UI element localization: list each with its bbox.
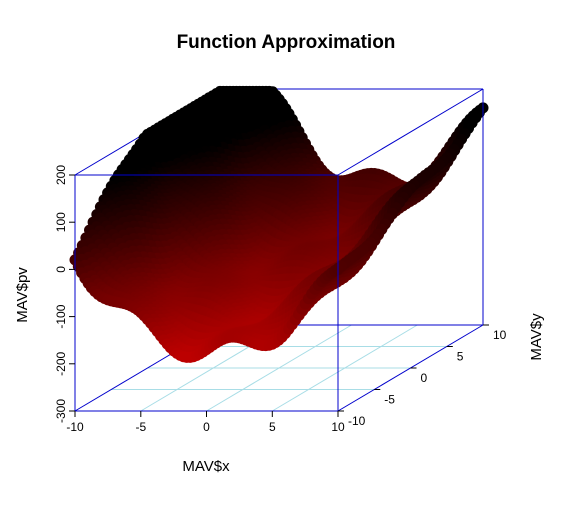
z-tick-label: 0 <box>54 266 68 273</box>
grid-line-x <box>272 324 418 412</box>
y-tick-label: 0 <box>421 371 428 385</box>
z-tick-label: -300 <box>54 399 68 423</box>
x-tick-label: -10 <box>66 420 84 434</box>
y-axis-label: MAV$y <box>528 313 545 361</box>
y-tick-label: 5 <box>457 350 464 364</box>
z-axis-label: MAV$pv <box>14 267 31 323</box>
x-tick-label: 10 <box>331 420 345 434</box>
y-tick-label: -10 <box>348 414 366 428</box>
y-tick-label: -5 <box>384 393 395 407</box>
z-tick-label: 200 <box>54 165 68 185</box>
x-axis-label: MAV$x <box>182 458 230 475</box>
z-tick-label: -200 <box>54 351 68 375</box>
box-edge <box>337 88 484 176</box>
x-tick-label: 0 <box>203 420 210 434</box>
chart-title: Function Approximation <box>177 32 396 53</box>
data-points <box>69 85 489 363</box>
plot-box-front-edges <box>74 88 484 412</box>
x-tick-label: -5 <box>135 420 146 434</box>
x-tick-label: 5 <box>269 420 276 434</box>
z-tick-label: 100 <box>54 212 68 232</box>
y-tick-label: 10 <box>493 328 507 342</box>
z-tick-label: -100 <box>54 304 68 328</box>
